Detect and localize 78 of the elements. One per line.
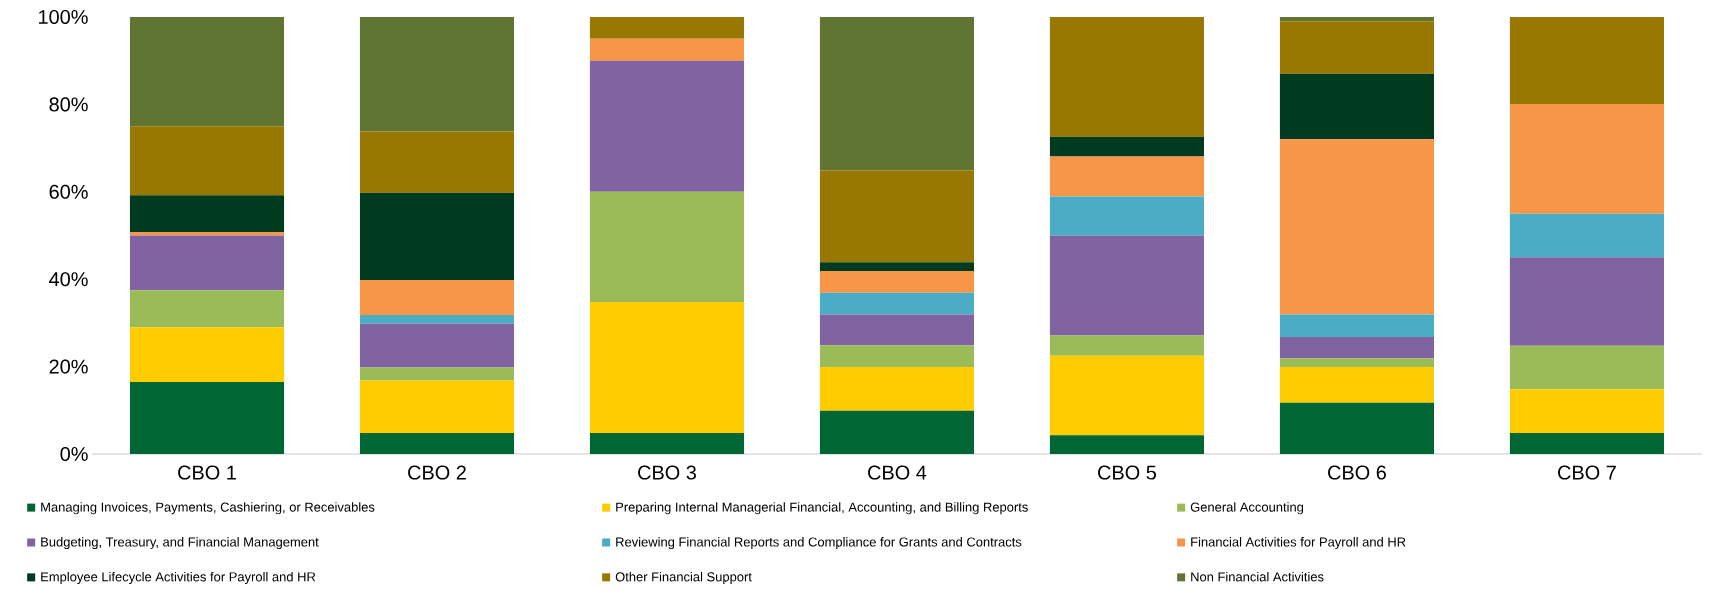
legend-label: Preparing Internal Managerial Financial, Accounting, and Billing Reports	[616, 502, 1028, 515]
legend-label: General Accounting	[1190, 502, 1304, 515]
legend-label: Other Financial Support	[615, 571, 752, 584]
bar	[129, 381, 285, 454]
bar	[1049, 136, 1204, 157]
bar	[1049, 196, 1204, 236]
bar	[1279, 139, 1434, 315]
x-tick-label: CBO 7	[1558, 465, 1616, 480]
x-tick-label: CBO 2	[408, 465, 466, 480]
bar	[359, 17, 515, 132]
bar	[1279, 21, 1434, 74]
bar	[129, 290, 285, 328]
x-tick-label: CBO 3	[638, 465, 696, 480]
bar	[589, 191, 745, 302]
bar	[1509, 103, 1664, 214]
bar	[1049, 156, 1204, 197]
bar	[819, 367, 975, 411]
bar	[129, 327, 285, 382]
bar	[589, 38, 745, 61]
bar	[1509, 389, 1664, 434]
bar	[359, 131, 515, 193]
y-tick-label: 40%	[49, 272, 88, 287]
legend-label: Employee Lifecycle Activities for Payroll and HR	[41, 571, 316, 584]
x-tick-label: CBO 1	[178, 465, 236, 480]
bar	[1279, 314, 1434, 337]
bar	[589, 301, 745, 434]
bar	[359, 280, 515, 316]
bar	[819, 262, 975, 271]
bar	[1509, 257, 1664, 346]
bar	[1049, 17, 1204, 137]
bar	[359, 367, 515, 381]
bar	[1279, 367, 1434, 403]
y-tick-label: 60%	[49, 184, 88, 199]
bar	[359, 433, 515, 454]
bar	[1509, 17, 1664, 104]
bar	[819, 292, 975, 315]
bar	[129, 126, 285, 196]
bar	[819, 17, 975, 171]
bar	[129, 232, 285, 236]
bar	[1279, 336, 1434, 359]
bar	[819, 170, 975, 263]
bar	[589, 433, 745, 454]
bar	[1509, 213, 1664, 258]
bar	[589, 60, 745, 192]
bar	[1049, 435, 1204, 454]
bar	[129, 17, 285, 127]
bar	[1049, 235, 1204, 336]
bar	[129, 195, 285, 232]
bar	[1279, 358, 1434, 368]
bar	[1279, 17, 1434, 22]
x-tick-label: CBO 4	[868, 465, 927, 480]
bar	[1279, 402, 1434, 454]
legend-label: Non Financial Activities	[1191, 571, 1324, 582]
bar	[819, 345, 975, 368]
bar	[589, 17, 745, 39]
y-tick-label: 20%	[49, 359, 88, 374]
bar	[1049, 355, 1204, 436]
x-tick-label: CBO 5	[1098, 465, 1157, 480]
legend-label: Budgeting, Treasury, and Financial Management	[41, 537, 319, 550]
legend-label: Reviewing Financial Reports and Compliance for Grants and Contracts	[616, 537, 1022, 550]
bar	[1279, 73, 1434, 140]
bar	[1049, 335, 1204, 356]
y-tick-label: 0%	[60, 446, 88, 462]
y-tick-label: 100%	[39, 9, 88, 25]
bar	[819, 314, 975, 346]
x-tick-label: CBO 6	[1328, 465, 1386, 480]
bar	[819, 410, 975, 454]
legend-label: Financial Activities for Payroll and HR	[1191, 537, 1406, 550]
bar	[359, 380, 515, 434]
bar	[1509, 433, 1664, 454]
bar	[129, 235, 285, 291]
y-tick-label: 80%	[49, 97, 88, 112]
bar	[819, 270, 975, 293]
bar	[359, 315, 515, 324]
bar	[1509, 345, 1664, 390]
bar	[359, 323, 515, 368]
legend-label: Managing Invoices, Payments, Cashiering, or Receivables	[41, 502, 375, 515]
bar	[359, 192, 515, 281]
